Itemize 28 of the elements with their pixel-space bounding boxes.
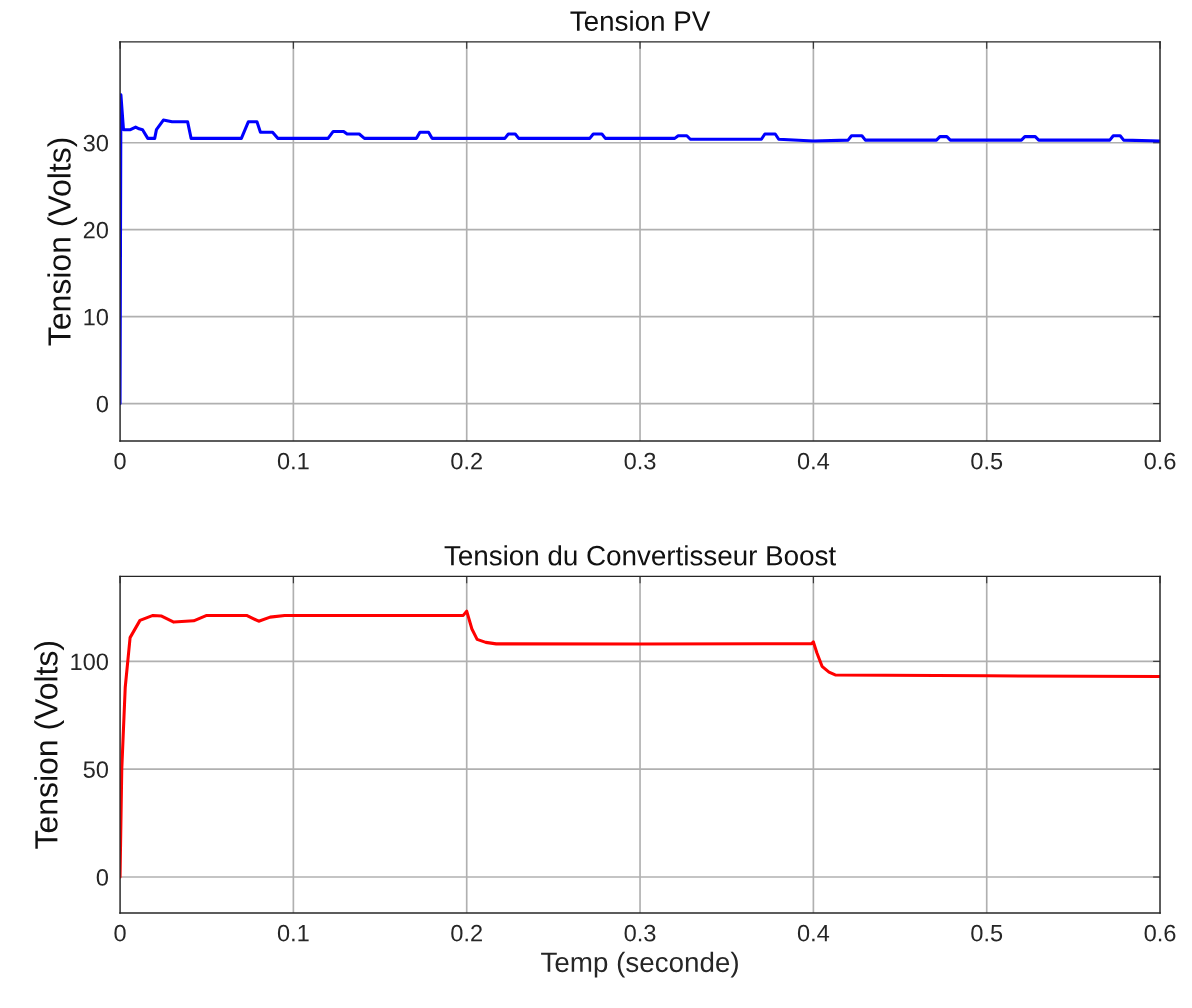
line-series (120, 609, 1161, 879)
x-tick-label: 0.3 (624, 452, 656, 470)
y-axis-title: Tension (Volts) (34, 641, 64, 849)
chart-title: Tension PV (570, 10, 711, 31)
y-tick-label: 30 (83, 134, 108, 152)
y-tick-label: 0 (96, 395, 108, 413)
chart-title: Tension du Convertisseur Boost (444, 545, 836, 566)
x-tick-label: 0.2 (451, 924, 482, 942)
x-tick-label: 0.4 (797, 452, 830, 470)
x-tick-label: 0 (114, 452, 126, 470)
x-axis-title: Temp (seconde) (541, 951, 738, 978)
x-tick-label: 0.2 (451, 452, 482, 470)
x-tick-label: 0.5 (971, 452, 1003, 470)
y-tick-label: 0 (96, 869, 108, 886)
line-series (120, 93, 1161, 406)
x-tick-label: 0.5 (971, 924, 1003, 942)
x-tick-label: 0.4 (797, 924, 830, 942)
x-tick-label: 0.6 (1144, 452, 1176, 470)
x-tick-label: 0.6 (1144, 924, 1176, 942)
y-tick-label: 100 (71, 653, 108, 671)
y-tick-label: 20 (83, 221, 108, 239)
x-tick-label: 0.1 (277, 924, 309, 942)
x-tick-label: 0 (114, 924, 126, 942)
x-tick-label: 0.1 (277, 452, 309, 470)
y-tick-label: 50 (83, 761, 108, 778)
x-tick-label: 0.3 (624, 924, 656, 942)
y-tick-label: 10 (84, 308, 108, 326)
y-axis-title: Tension (Volts) (47, 138, 78, 346)
